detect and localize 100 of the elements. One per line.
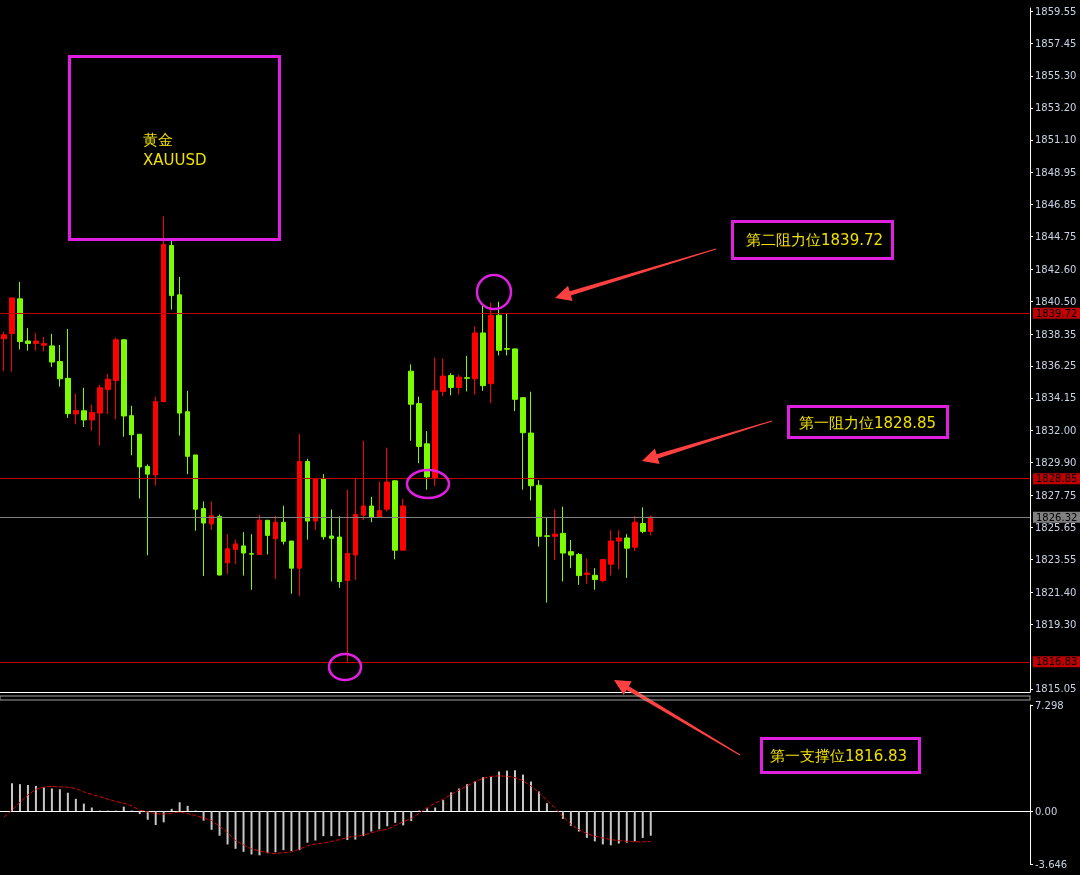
bar bbox=[298, 811, 301, 851]
annotation: XAUUSD bbox=[143, 150, 208, 170]
bar bbox=[242, 811, 245, 852]
candlestick bbox=[25, 327, 31, 352]
bar bbox=[226, 811, 229, 845]
bar bbox=[26, 785, 29, 812]
bar bbox=[458, 788, 461, 812]
y-tick-label: 1827.75 bbox=[1035, 489, 1077, 501]
candlestick bbox=[81, 387, 87, 428]
y-tick-label: 1819.30 bbox=[1035, 618, 1077, 630]
bar bbox=[42, 787, 45, 812]
bar bbox=[402, 811, 405, 826]
annotation: 第一阻力位1828.85 bbox=[799, 413, 938, 433]
candlestick bbox=[113, 337, 119, 420]
ref-line-label: 1826.32 bbox=[1036, 511, 1078, 523]
y-tick-label: 1836.25 bbox=[1035, 360, 1077, 372]
bar bbox=[234, 811, 237, 849]
bar bbox=[569, 811, 572, 826]
candlestick bbox=[448, 372, 454, 396]
candlestick bbox=[121, 338, 127, 438]
annotation: 第二阻力位1839.72 bbox=[746, 230, 885, 250]
y-tick-label: 1834.15 bbox=[1035, 392, 1077, 404]
candlestick bbox=[33, 332, 39, 352]
candlestick bbox=[201, 500, 206, 577]
candlestick bbox=[105, 373, 111, 415]
candlestick bbox=[552, 509, 558, 561]
y-tick-label: 1825.65 bbox=[1035, 521, 1077, 533]
candlestick bbox=[528, 391, 534, 501]
candlestick bbox=[217, 514, 222, 576]
bar bbox=[514, 770, 516, 812]
candlestick bbox=[9, 297, 15, 373]
bar bbox=[585, 811, 588, 838]
bar bbox=[18, 784, 21, 812]
ref-line-label: 1839.72 bbox=[1036, 307, 1078, 319]
y-tick-label: 1859.55 bbox=[1035, 5, 1077, 17]
candlestick bbox=[313, 477, 318, 531]
candlestick bbox=[624, 533, 630, 579]
candlestick bbox=[345, 489, 350, 663]
candlestick bbox=[432, 356, 438, 487]
y-tick-label: 1846.85 bbox=[1035, 199, 1077, 211]
ref-line-label: 1828.85 bbox=[1036, 473, 1078, 485]
bar bbox=[186, 805, 189, 812]
bar bbox=[178, 802, 181, 812]
bar bbox=[322, 811, 325, 837]
candlestick bbox=[329, 509, 334, 583]
candlestick bbox=[440, 357, 446, 397]
candlestick bbox=[456, 374, 462, 395]
candlestick bbox=[520, 396, 526, 491]
bar bbox=[314, 811, 317, 841]
bar bbox=[74, 798, 77, 812]
candlestick bbox=[648, 514, 653, 536]
candlestick bbox=[153, 396, 158, 487]
candlestick bbox=[249, 533, 254, 591]
bar bbox=[466, 784, 469, 812]
candlestick bbox=[472, 325, 478, 395]
candlestick bbox=[536, 479, 542, 548]
annotation: 黄金 bbox=[143, 130, 174, 150]
bar bbox=[545, 803, 548, 812]
y-tick-label: 1848.95 bbox=[1035, 167, 1077, 179]
bar bbox=[649, 811, 652, 836]
candlestick bbox=[600, 559, 606, 583]
candlestick bbox=[632, 515, 638, 552]
bar bbox=[274, 811, 277, 853]
candlestick bbox=[488, 302, 494, 404]
bar bbox=[498, 771, 501, 812]
bar bbox=[386, 811, 389, 827]
candlestick bbox=[616, 529, 622, 570]
candlestick bbox=[209, 500, 214, 531]
bar bbox=[506, 770, 509, 812]
bar bbox=[346, 811, 349, 841]
y-tick-label: -3.646 bbox=[1035, 858, 1068, 870]
candlestick bbox=[65, 328, 71, 419]
bar bbox=[641, 811, 644, 838]
bar bbox=[593, 811, 596, 842]
bar bbox=[34, 785, 37, 812]
bar bbox=[202, 811, 205, 821]
candlestick bbox=[640, 506, 646, 534]
y-tick-label: 7.298 bbox=[1035, 699, 1064, 711]
candlestick bbox=[337, 515, 342, 589]
candlestick bbox=[464, 355, 470, 392]
bar bbox=[50, 788, 53, 812]
bar bbox=[362, 811, 365, 837]
y-tick-label: 1829.90 bbox=[1035, 457, 1077, 469]
bar bbox=[10, 783, 13, 812]
bar bbox=[330, 811, 333, 837]
bar bbox=[394, 811, 397, 823]
bar bbox=[82, 803, 85, 812]
bar bbox=[170, 808, 173, 812]
y-tick-label: 1823.55 bbox=[1035, 553, 1077, 565]
candlestick bbox=[225, 533, 230, 575]
y-tick-label: 1851.10 bbox=[1035, 134, 1077, 146]
bar bbox=[354, 811, 357, 840]
y-tick-label: 1842.60 bbox=[1035, 263, 1077, 275]
candlestick bbox=[297, 433, 302, 597]
candlestick bbox=[400, 498, 406, 551]
bar bbox=[474, 781, 477, 812]
candlestick bbox=[377, 481, 382, 518]
candlestick bbox=[233, 539, 238, 565]
candlestick bbox=[384, 447, 390, 512]
bar bbox=[258, 811, 261, 856]
